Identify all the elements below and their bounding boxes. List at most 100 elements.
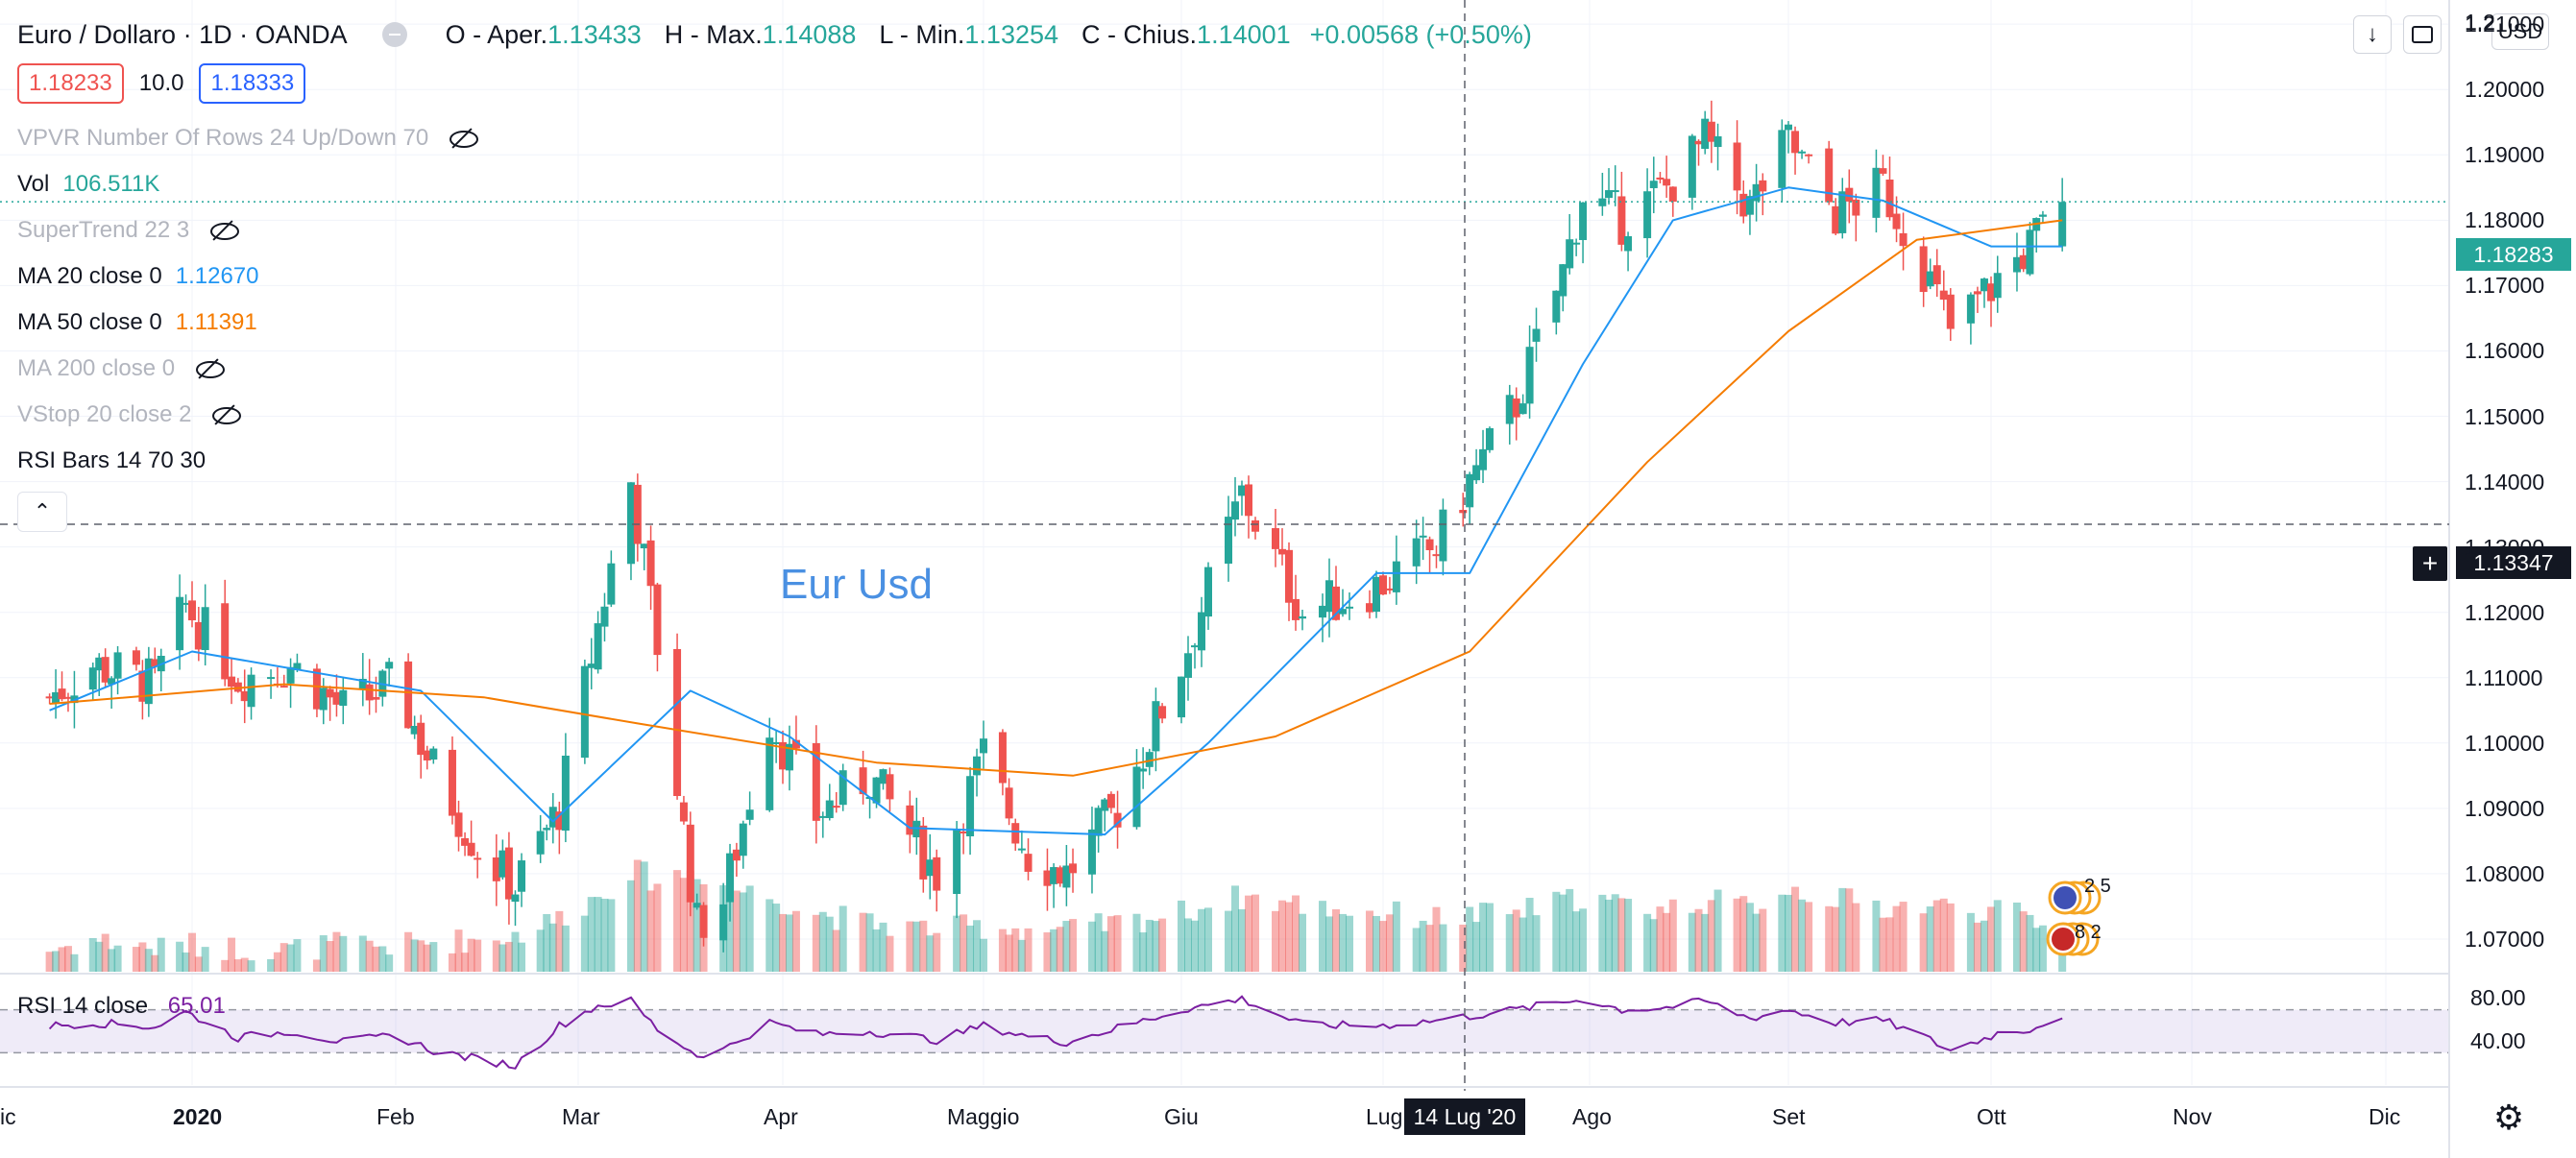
volume-bar xyxy=(1701,913,1710,972)
collapse-legend-button[interactable]: ⌃ xyxy=(17,492,67,532)
eu-event-count[interactable]: 2 5 xyxy=(2084,876,2111,897)
volume-bar xyxy=(1932,900,1941,972)
candle-body xyxy=(646,540,655,587)
candle-body xyxy=(785,743,793,771)
symbol-title[interactable]: Euro / Dollaro · 1D · OANDA xyxy=(17,19,348,49)
chart-annotation[interactable]: Eur Usd xyxy=(780,561,933,608)
volume-bar xyxy=(448,953,456,972)
volume-bar xyxy=(201,947,209,972)
volume-bar xyxy=(543,913,551,972)
volume-bar xyxy=(2012,902,2021,972)
volume-bar xyxy=(1980,920,1988,972)
candle-body xyxy=(1479,448,1488,470)
minus-icon[interactable] xyxy=(381,22,407,47)
volume-bar xyxy=(626,880,635,972)
volume-bar xyxy=(933,932,941,972)
indicator-ma20[interactable]: MA 20 close 0 1.12670 xyxy=(17,263,259,290)
volume-bar xyxy=(498,944,507,972)
volume-bar xyxy=(1113,915,1122,972)
plus-icon[interactable]: + xyxy=(2413,546,2447,581)
sell-button[interactable]: 1.18233 xyxy=(17,63,124,104)
rsi-series-line xyxy=(48,995,2063,1070)
volume-bar xyxy=(646,890,655,972)
rsi-legend[interactable]: RSI 14 close 65.01 xyxy=(17,993,226,1020)
candle-body xyxy=(2058,202,2067,247)
time-tick-label: Dic xyxy=(2369,1104,2401,1129)
candle-body xyxy=(1688,135,1696,198)
candle-body xyxy=(766,737,774,810)
candle-body xyxy=(2026,229,2034,275)
indicator-vstop[interactable]: VStop 20 close 2 xyxy=(17,401,242,428)
candle-body xyxy=(511,894,520,903)
indicator-supertrend[interactable]: SuperTrend 22 3 xyxy=(17,217,240,244)
volume-bar xyxy=(953,915,961,972)
price-tick-label: 1.10000 xyxy=(2465,730,2545,756)
candle-body xyxy=(1252,519,1259,532)
candle-body xyxy=(1778,130,1786,188)
indicator-vol[interactable]: Vol 106.511K xyxy=(17,171,159,198)
candle-body xyxy=(1050,867,1058,884)
price-tick-label: 1.18000 xyxy=(2465,207,2545,233)
volume-bar xyxy=(1707,900,1715,972)
volume-bar xyxy=(176,941,184,972)
candle-body xyxy=(423,750,431,760)
currency-button[interactable]: USD xyxy=(2491,13,2549,50)
candle-body xyxy=(1805,154,1813,157)
candle-body xyxy=(151,659,159,667)
indicator-ma200[interactable]: MA 200 close 0 xyxy=(17,355,226,382)
volume-bar xyxy=(95,941,104,972)
us-event-count[interactable]: 8 2 xyxy=(2075,922,2102,943)
candle-body xyxy=(113,652,122,679)
volume-bar xyxy=(1552,891,1561,972)
volume-bar xyxy=(1572,911,1581,972)
candle-body xyxy=(906,805,914,835)
eye-hidden-icon[interactable] xyxy=(210,405,242,424)
time-tick-label: Apr xyxy=(764,1104,798,1129)
chart-lines xyxy=(0,0,2450,1158)
volume-bar xyxy=(194,956,203,972)
volume-bar xyxy=(2038,925,2047,972)
download-button[interactable]: ↓ xyxy=(2353,15,2392,54)
candle-body xyxy=(498,850,507,878)
candle-body xyxy=(607,563,616,605)
high-label: H - Max. xyxy=(664,19,763,49)
volume-bar xyxy=(221,959,230,972)
volume-bar xyxy=(679,878,688,972)
volume-bar xyxy=(998,929,1007,972)
indicator-ma50[interactable]: MA 50 close 0 1.11391 xyxy=(17,309,257,336)
volume-bar xyxy=(1759,908,1767,972)
candle-body xyxy=(1132,766,1141,828)
candles xyxy=(45,100,2067,953)
candle-body xyxy=(1184,653,1192,678)
us-flag-icon xyxy=(2052,928,2075,951)
indicator-vpvr[interactable]: VPVR Number Of Rows 24 Up/Down 70 xyxy=(17,125,479,152)
candle-body xyxy=(2019,254,2028,270)
candle-body xyxy=(600,606,609,627)
volume-bar xyxy=(467,938,475,972)
eye-hidden-icon[interactable] xyxy=(448,129,479,148)
volume-bar xyxy=(1152,921,1160,972)
volume-bar xyxy=(385,954,394,972)
eye-hidden-icon[interactable] xyxy=(194,359,226,378)
candle-body xyxy=(1624,236,1633,252)
candle-body xyxy=(101,657,109,683)
candle-body xyxy=(1838,191,1847,233)
eye-hidden-icon[interactable] xyxy=(208,221,240,240)
candle-body xyxy=(1791,131,1800,154)
gear-icon[interactable]: ⚙ xyxy=(2492,1098,2525,1137)
indicator-name: RSI Bars 14 70 30 xyxy=(17,447,207,473)
indicator-name: SuperTrend 22 3 xyxy=(17,217,190,243)
fullscreen-button[interactable] xyxy=(2403,15,2442,54)
time-tick-label: Feb xyxy=(377,1104,415,1129)
candle-body xyxy=(966,776,975,837)
candle-body xyxy=(1785,124,1792,131)
indicator-name: VStop 20 close 2 xyxy=(17,401,192,427)
buy-button[interactable]: 1.18333 xyxy=(199,63,306,104)
volume-bar xyxy=(138,942,147,972)
candle-body xyxy=(1094,808,1103,836)
candle-body xyxy=(1152,701,1160,752)
price-tick-label: 1.2 xyxy=(2465,10,2495,35)
indicator-rsi-bars[interactable]: RSI Bars 14 70 30 xyxy=(17,447,206,474)
candle-body xyxy=(953,829,961,894)
